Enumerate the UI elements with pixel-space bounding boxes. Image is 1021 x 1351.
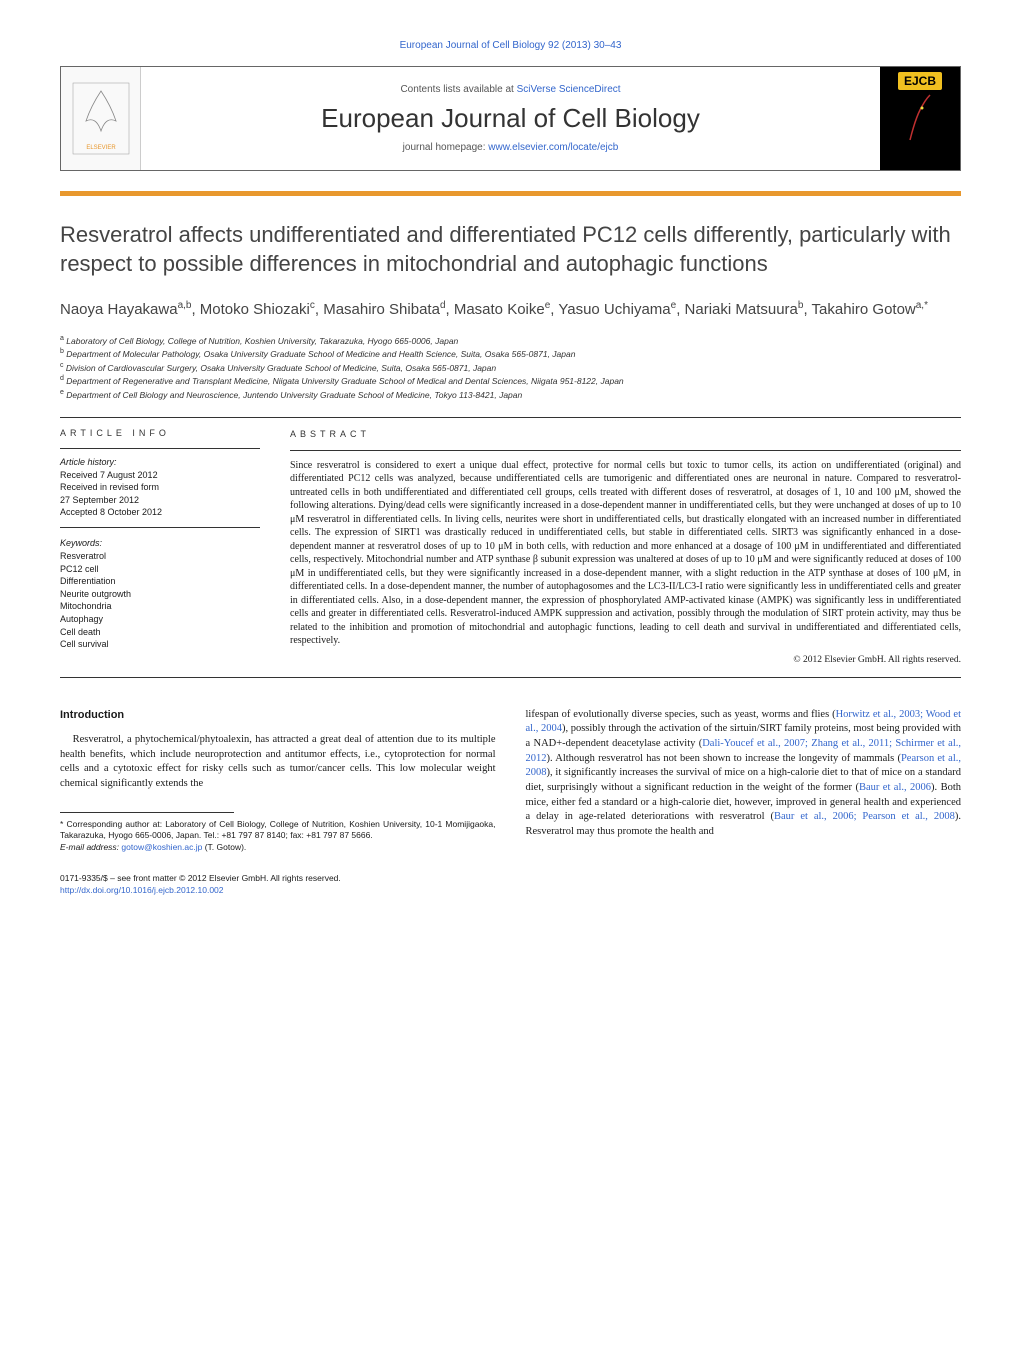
history-item: Accepted 8 October 2012 [60, 506, 260, 519]
keyword-item: Autophagy [60, 613, 260, 626]
keyword-item: Cell survival [60, 638, 260, 651]
body-columns: Introduction Resveratrol, a phytochemica… [60, 708, 961, 854]
column-left: Introduction Resveratrol, a phytochemica… [60, 708, 496, 854]
abstract-copyright: © 2012 Elsevier GmbH. All rights reserve… [290, 654, 961, 667]
orange-divider [60, 191, 961, 196]
introduction-heading: Introduction [60, 708, 496, 723]
doi-link[interactable]: http://dx.doi.org/10.1016/j.ejcb.2012.10… [60, 885, 224, 895]
ejcb-badge: EJCB [898, 72, 942, 90]
keyword-item: PC12 cell [60, 563, 260, 576]
email-link[interactable]: gotow@koshien.ac.jp [121, 842, 202, 852]
header-citation: European Journal of Cell Biology 92 (201… [60, 40, 961, 51]
footnote-divider [60, 812, 234, 813]
article-info: article info Article history: Received 7… [60, 428, 260, 667]
keyword-item: Resveratrol [60, 550, 260, 563]
corresponding-author-note: * Corresponding author at: Laboratory of… [60, 819, 496, 853]
keyword-item: Differentiation [60, 575, 260, 588]
ref-link[interactable]: Pearson et al., 2008 [526, 753, 962, 779]
divider-top [60, 417, 961, 418]
abstract-heading: abstract [290, 428, 961, 440]
svg-text:ELSEVIER: ELSEVIER [86, 145, 116, 151]
issn-line: 0171-9335/$ – see front matter © 2012 El… [60, 873, 961, 885]
article-info-heading: article info [60, 428, 260, 438]
abstract: abstract Since resveratrol is considered… [290, 428, 961, 667]
history-item: Received in revised form [60, 481, 260, 494]
abstract-text: Since resveratrol is considered to exert… [290, 459, 961, 648]
ref-link[interactable]: Baur et al., 2006; Pearson et al., 2008 [774, 811, 955, 822]
ref-link[interactable]: Horwitz et al., 2003; Wood et al., 2004 [526, 709, 962, 735]
sciencedirect-link[interactable]: SciVerse ScienceDirect [517, 84, 621, 95]
affiliation-line: d Department of Regenerative and Transpl… [60, 374, 961, 388]
authors: Naoya Hayakawaa,b, Motoko Shiozakic, Mas… [60, 298, 961, 322]
history-item: Received 7 August 2012 [60, 469, 260, 482]
keyword-item: Neurite outgrowth [60, 588, 260, 601]
keywords-block: Keywords: ResveratrolPC12 cellDifferenti… [60, 538, 260, 651]
journal-name: European Journal of Cell Biology [141, 103, 880, 134]
elsevier-logo: ELSEVIER [61, 67, 141, 170]
journal-cover: EJCB [880, 67, 960, 170]
journal-banner: ELSEVIER Contents lists available at Sci… [60, 66, 961, 171]
intro-para-1: Resveratrol, a phytochemical/phytoalexin… [60, 733, 496, 792]
divider-bottom [60, 677, 961, 678]
column-right: lifespan of evolutionally diverse specie… [526, 708, 962, 854]
affiliation-line: b Department of Molecular Pathology, Osa… [60, 347, 961, 361]
banner-center: Contents lists available at SciVerse Sci… [141, 76, 880, 161]
intro-para-continued: lifespan of evolutionally diverse specie… [526, 708, 962, 840]
homepage-link[interactable]: www.elsevier.com/locate/ejcb [488, 142, 618, 153]
keyword-item: Cell death [60, 626, 260, 639]
homepage-line: journal homepage: www.elsevier.com/locat… [141, 142, 880, 153]
keyword-item: Mitochondria [60, 600, 260, 613]
history-item: 27 September 2012 [60, 494, 260, 507]
ref-link[interactable]: Dali-Youcef et al., 2007; Zhang et al., … [526, 738, 961, 764]
affiliation-line: a Laboratory of Cell Biology, College of… [60, 334, 961, 348]
ref-link[interactable]: Baur et al., 2006 [859, 782, 931, 793]
affiliation-line: c Division of Cardiovascular Surgery, Os… [60, 361, 961, 375]
article-title: Resveratrol affects undifferentiated and… [60, 221, 961, 278]
affiliations: a Laboratory of Cell Biology, College of… [60, 334, 961, 402]
article-history: Article history: Received 7 August 2012R… [60, 457, 260, 528]
contents-available: Contents lists available at SciVerse Sci… [141, 84, 880, 95]
footer: 0171-9335/$ – see front matter © 2012 El… [60, 873, 961, 897]
affiliation-line: e Department of Cell Biology and Neurosc… [60, 388, 961, 402]
